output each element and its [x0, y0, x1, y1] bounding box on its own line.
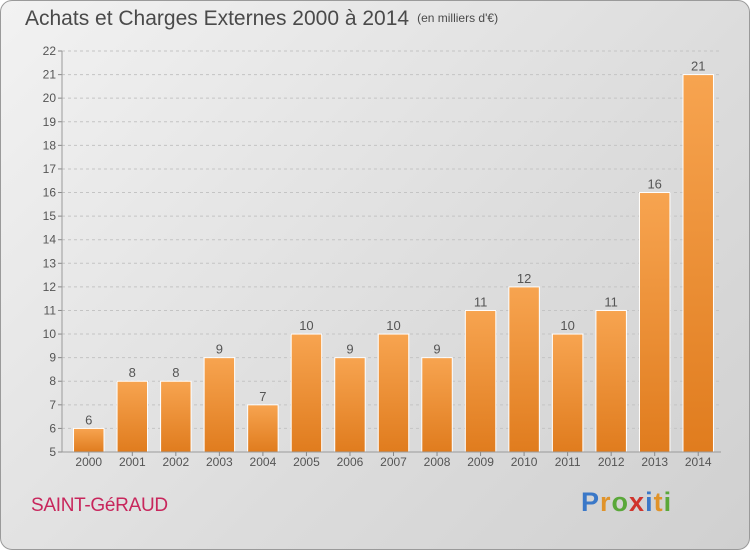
bar [421, 357, 453, 453]
bar-value-label: 11 [474, 294, 488, 309]
bar [290, 333, 323, 453]
y-tick-label: 21 [43, 68, 57, 82]
y-tick-label: 13 [43, 256, 57, 270]
bar-value-label: 9 [216, 342, 223, 357]
bar-value-label: 10 [386, 318, 400, 333]
chart-unit: (en milliers d'€) [417, 11, 499, 25]
y-tick-label: 5 [49, 445, 56, 459]
bar [508, 286, 540, 453]
x-tick-label: 2010 [511, 455, 538, 469]
x-tick-label: 2009 [467, 455, 494, 469]
bar-value-label: 8 [172, 365, 179, 380]
brand-logo: Proxiti [581, 487, 673, 517]
bars-group: 6 8 8 9 7 10 9 10 9 11 12 10 11 16 21 [73, 59, 714, 453]
x-tick-label: 2014 [685, 455, 712, 469]
y-tick-label: 10 [43, 327, 57, 341]
x-tick-label: 2004 [250, 455, 277, 469]
bar [595, 309, 627, 453]
bar-value-label: 9 [346, 342, 353, 357]
bar [247, 404, 279, 453]
bar [116, 380, 149, 453]
chart-title: Achats et Charges Externes 2000 à 2014 (e… [25, 7, 498, 31]
chart-title-text: Achats et Charges Externes 2000 à 2014 [25, 7, 410, 30]
bar-value-label: 8 [129, 365, 136, 380]
x-tick-label: 2006 [337, 455, 364, 469]
bar [334, 357, 366, 453]
x-tick-label: 2011 [555, 455, 581, 469]
bar [551, 333, 584, 453]
x-tick-label: 2013 [641, 455, 668, 469]
y-tick-label: 16 [43, 186, 57, 200]
bar-value-label: 11 [604, 294, 618, 309]
y-tick-label: 12 [43, 280, 57, 294]
bar [160, 380, 192, 453]
bar [682, 74, 714, 453]
bar-value-label: 7 [259, 389, 266, 404]
bar-value-label: 6 [85, 412, 92, 427]
bar-value-label: 9 [433, 342, 440, 357]
bar-value-label: 10 [560, 318, 574, 333]
x-tick-label: 2000 [75, 455, 102, 469]
bar-value-label: 12 [517, 271, 531, 286]
y-tick-label: 11 [44, 303, 57, 317]
x-tick-label: 2012 [598, 455, 625, 469]
y-tick-label: 9 [49, 351, 56, 365]
bar [203, 357, 236, 453]
bar [73, 427, 105, 453]
x-tick-label: 2007 [380, 455, 407, 469]
y-tick-label: 6 [49, 421, 56, 435]
y-tick-label: 22 [43, 44, 57, 58]
place-name: SAINT-GéRAUD [31, 495, 168, 516]
bar-value-label: 16 [647, 177, 661, 192]
x-tick-label: 2005 [293, 455, 320, 469]
y-tick-label: 20 [43, 91, 57, 105]
bar [377, 333, 410, 453]
x-tick-label: 2001 [119, 455, 146, 469]
y-tick-label: 7 [49, 398, 56, 412]
y-tick-label: 17 [43, 162, 57, 176]
y-tick-label: 18 [43, 138, 57, 152]
x-tick-label: 2003 [206, 455, 233, 469]
bar-value-label: 21 [691, 59, 705, 74]
x-tick-label: 2002 [162, 455, 189, 469]
bar [638, 192, 671, 453]
bar-value-label: 10 [299, 318, 313, 333]
axes: 5 6 7 8 9 10 11 12 13 14 15 16 17 18 19 20 21 22 2000 2001 2… [43, 44, 721, 469]
y-tick-label: 8 [49, 374, 56, 388]
x-tick-label: 2008 [424, 455, 451, 469]
y-tick-label: 14 [43, 233, 57, 247]
y-tick-label: 15 [43, 209, 57, 223]
bar [464, 309, 497, 453]
y-tick-label: 19 [43, 115, 57, 129]
